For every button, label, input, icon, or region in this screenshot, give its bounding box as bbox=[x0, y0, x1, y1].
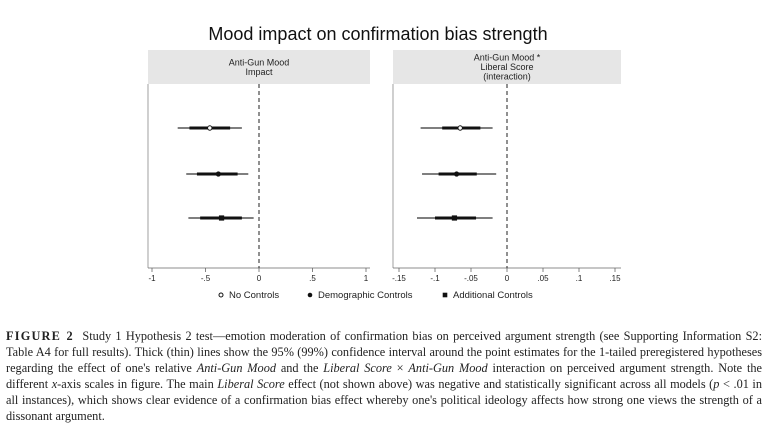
point-estimate bbox=[207, 125, 213, 131]
legend-label: Additional Controls bbox=[453, 290, 533, 301]
point-estimate bbox=[451, 215, 458, 221]
legend-marker bbox=[307, 292, 313, 298]
panel-title-line: Liberal Score bbox=[480, 62, 533, 72]
x-tick-label: .1 bbox=[576, 274, 583, 283]
caption-text: interaction on perceived argument streng… bbox=[6, 361, 762, 391]
panel-2: Anti-Gun Mood *Liberal Score(interaction… bbox=[392, 50, 621, 283]
point-estimate bbox=[454, 171, 460, 177]
caption-italic: x bbox=[51, 377, 58, 391]
legend: No Controls Demographic Controls Additiona… bbox=[218, 290, 533, 301]
figure-caption: FIGURE 2 Study 1 Hypothesis 2 test—emoti… bbox=[6, 328, 762, 424]
caption-text: < .01 in all instances), which shows cle… bbox=[6, 377, 762, 423]
caption-text: effect (not shown above) was negative an… bbox=[284, 377, 714, 391]
caption-label: FIGURE 2 bbox=[6, 329, 74, 343]
legend-marker bbox=[442, 292, 448, 298]
caption-text: Study 1 Hypothesis 2 test—emotion modera… bbox=[6, 329, 762, 375]
caption-italic: Anti-Gun Mood bbox=[408, 361, 488, 375]
x-tick-label: -.1 bbox=[430, 274, 440, 283]
x-tick-label: -.5 bbox=[201, 274, 211, 283]
panel-title-line: Impact bbox=[245, 67, 273, 77]
x-tick-label: .5 bbox=[309, 274, 316, 283]
caption-italic: Anti-Gun Mood bbox=[196, 361, 276, 375]
x-tick-label: 1 bbox=[364, 274, 369, 283]
panel-title-line: Anti-Gun Mood * bbox=[474, 53, 541, 63]
x-tick-label: -1 bbox=[148, 274, 156, 283]
point-estimate bbox=[215, 171, 221, 177]
panel-title-line: Anti-Gun Mood bbox=[229, 57, 290, 67]
caption-text: and the bbox=[276, 361, 324, 375]
chart-title: Mood impact on confirmation bias strengt… bbox=[208, 24, 547, 44]
caption-italic: p bbox=[713, 377, 720, 391]
x-tick-label: -.05 bbox=[464, 274, 478, 283]
legend-label: Demographic Controls bbox=[318, 290, 413, 301]
panel-header bbox=[148, 50, 370, 84]
x-tick-label: .05 bbox=[537, 274, 549, 283]
panel-title-line: (interaction) bbox=[483, 72, 531, 82]
coefficient-plot: Mood impact on confirmation bias strengt… bbox=[147, 24, 621, 301]
point-estimate bbox=[457, 125, 463, 131]
x-tick-label: .15 bbox=[609, 274, 621, 283]
caption-italic: Liberal Score bbox=[217, 377, 285, 391]
x-tick-label: 0 bbox=[257, 274, 262, 283]
caption-italic: Liberal Score bbox=[323, 361, 392, 375]
point-estimate bbox=[218, 215, 225, 221]
caption-text: × bbox=[391, 361, 409, 375]
x-tick-label: 0 bbox=[505, 274, 510, 283]
x-tick-label: -.15 bbox=[392, 274, 406, 283]
legend-label: No Controls bbox=[229, 290, 279, 301]
panel-header bbox=[393, 50, 621, 84]
legend-marker bbox=[218, 292, 224, 298]
caption-text: -axis scales in figure. The main bbox=[57, 377, 218, 391]
